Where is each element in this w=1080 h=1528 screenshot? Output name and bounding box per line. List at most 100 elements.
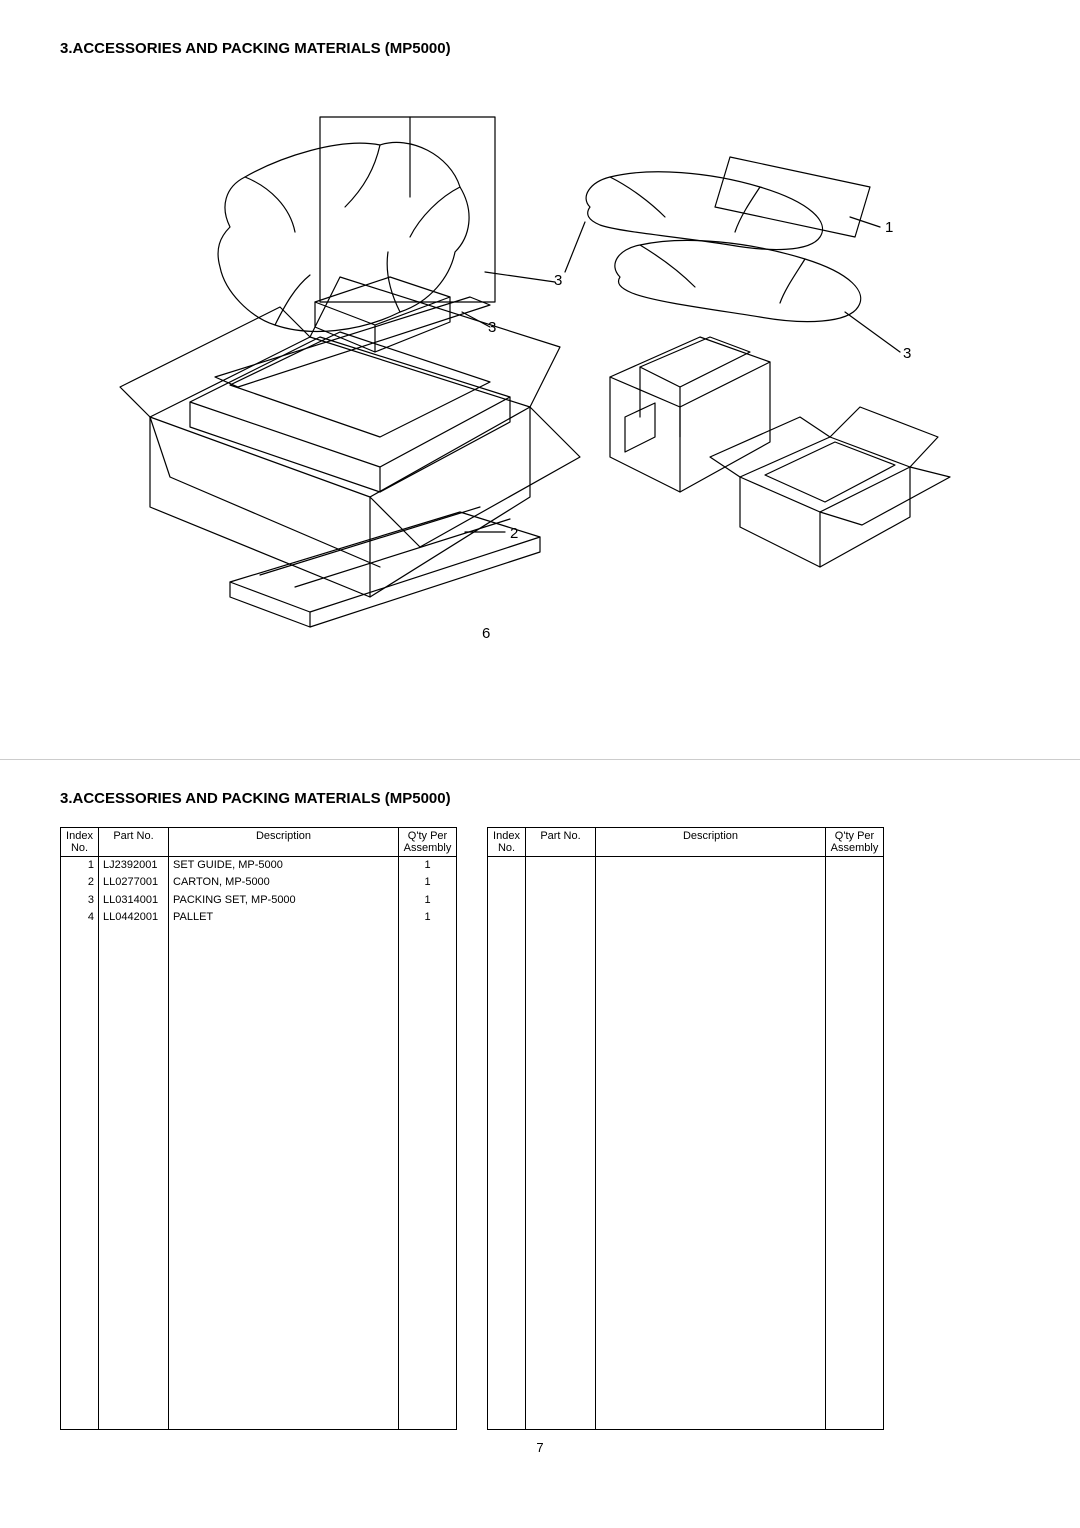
- table-row: [61, 1234, 457, 1248]
- cell: [488, 1358, 526, 1372]
- cell: [826, 1172, 884, 1186]
- cell: [399, 1290, 457, 1304]
- cell: [488, 971, 526, 985]
- cell: [399, 1248, 457, 1262]
- cell: [99, 1220, 169, 1234]
- cell: [399, 1108, 457, 1122]
- cell: [596, 1158, 826, 1172]
- cell: [99, 1150, 169, 1164]
- cell: [169, 1192, 399, 1206]
- table-row: [61, 1122, 457, 1136]
- cell: [488, 1272, 526, 1286]
- cell: [488, 1100, 526, 1114]
- table-row: [61, 982, 457, 996]
- cell: [488, 1086, 526, 1100]
- cell: [526, 1301, 596, 1315]
- cell: [826, 1373, 884, 1387]
- cell: [169, 1346, 399, 1360]
- cell: [169, 1234, 399, 1248]
- cell: [61, 1332, 99, 1346]
- cell: [61, 1402, 99, 1416]
- cell: [169, 1178, 399, 1192]
- cell: PACKING SET, MP-5000: [169, 892, 399, 909]
- table-row: [488, 1215, 884, 1229]
- cell: [526, 1215, 596, 1229]
- cell: [61, 1248, 99, 1262]
- cell: [99, 1108, 169, 1122]
- table-row: [61, 1248, 457, 1262]
- cell: [826, 900, 884, 914]
- cell: [169, 1066, 399, 1080]
- cell: [826, 1358, 884, 1372]
- cell: [526, 1272, 596, 1286]
- cell: [399, 940, 457, 954]
- cell: [61, 1304, 99, 1318]
- cell: [596, 1244, 826, 1258]
- cell: [99, 1010, 169, 1024]
- th-index: Index No.: [488, 828, 526, 857]
- cell: [826, 1272, 884, 1286]
- cell: [169, 1080, 399, 1094]
- cell: [61, 1038, 99, 1052]
- cell: [399, 1388, 457, 1402]
- table-row: [488, 914, 884, 928]
- cell: [169, 1038, 399, 1052]
- cell: [826, 1415, 884, 1429]
- cell: [488, 857, 526, 871]
- cell: [596, 1201, 826, 1215]
- th-partno: Part No.: [526, 828, 596, 857]
- cell: [488, 1373, 526, 1387]
- cell: [99, 1178, 169, 1192]
- cell: [399, 1220, 457, 1234]
- cell: [169, 1052, 399, 1066]
- cell: [826, 1387, 884, 1401]
- cell: [169, 982, 399, 996]
- cell: [61, 1276, 99, 1290]
- cell: [826, 1315, 884, 1329]
- cell: [526, 1072, 596, 1086]
- cell: [169, 1262, 399, 1276]
- cell: [596, 885, 826, 899]
- cell: [826, 1229, 884, 1243]
- cell: [526, 1229, 596, 1243]
- table-row: [61, 940, 457, 954]
- cell: [596, 1344, 826, 1358]
- cell: [826, 971, 884, 985]
- cell: [99, 1038, 169, 1052]
- cell: [169, 1290, 399, 1304]
- cell: [488, 1301, 526, 1315]
- table-row: [488, 1057, 884, 1071]
- cell: [99, 1234, 169, 1248]
- table-row: [61, 1066, 457, 1080]
- cell: [99, 1332, 169, 1346]
- cell: [826, 1072, 884, 1086]
- table-row: [488, 1000, 884, 1014]
- cell: [596, 1000, 826, 1014]
- callout-1: 1: [885, 219, 893, 236]
- table-row: [61, 1290, 457, 1304]
- cell: [826, 1258, 884, 1272]
- table-row: [61, 1262, 457, 1276]
- table-row: [488, 1287, 884, 1301]
- th-qty: Q'ty Per Assembly: [826, 828, 884, 857]
- table-row: [488, 1158, 884, 1172]
- cell: [526, 1344, 596, 1358]
- cell: [488, 1172, 526, 1186]
- cell: [526, 1043, 596, 1057]
- cell: [99, 1080, 169, 1094]
- cell: [169, 1220, 399, 1234]
- cell: [169, 996, 399, 1010]
- table-row: [61, 954, 457, 968]
- table-row: [488, 1301, 884, 1315]
- table-row: [61, 1318, 457, 1332]
- cell: [526, 1315, 596, 1329]
- cell: [596, 1057, 826, 1071]
- parts-table-left: Index No. Part No. Description Q'ty Per …: [60, 827, 457, 1430]
- table-row: [488, 1029, 884, 1043]
- cell: [399, 996, 457, 1010]
- cell: [61, 1150, 99, 1164]
- cell: [399, 1178, 457, 1192]
- cell: [61, 996, 99, 1010]
- th-index: Index No.: [61, 828, 99, 857]
- cell: CARTON, MP-5000: [169, 874, 399, 891]
